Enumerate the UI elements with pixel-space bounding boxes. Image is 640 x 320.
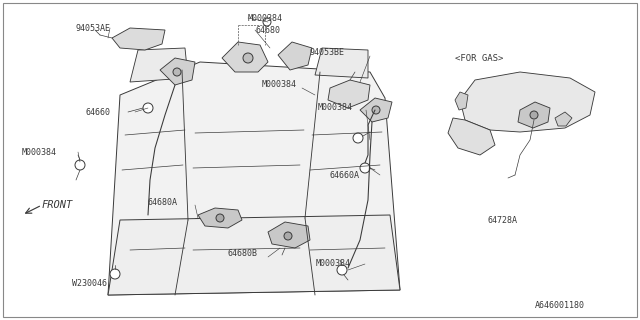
Text: A646001180: A646001180: [535, 300, 585, 309]
Polygon shape: [268, 222, 310, 248]
Polygon shape: [108, 215, 400, 295]
Polygon shape: [455, 92, 468, 110]
Text: 64680B: 64680B: [228, 250, 258, 259]
Text: 64660A: 64660A: [330, 171, 360, 180]
Text: 94053BE: 94053BE: [310, 47, 345, 57]
Polygon shape: [130, 48, 188, 82]
Polygon shape: [108, 62, 400, 295]
Circle shape: [372, 106, 380, 114]
Polygon shape: [518, 102, 550, 128]
Circle shape: [173, 68, 181, 76]
Circle shape: [530, 111, 538, 119]
Polygon shape: [328, 80, 370, 108]
Polygon shape: [448, 118, 495, 155]
Circle shape: [263, 18, 271, 26]
Circle shape: [360, 163, 370, 173]
Polygon shape: [198, 208, 242, 228]
Text: M000384: M000384: [262, 79, 297, 89]
Polygon shape: [460, 72, 595, 132]
Circle shape: [284, 232, 292, 240]
Text: FRONT: FRONT: [42, 200, 73, 210]
Text: <FOR GAS>: <FOR GAS>: [455, 53, 504, 62]
Text: 94053AE: 94053AE: [75, 23, 110, 33]
Text: 64680: 64680: [255, 26, 280, 35]
Text: 64728A: 64728A: [488, 215, 518, 225]
Polygon shape: [360, 98, 392, 122]
Circle shape: [75, 160, 85, 170]
Polygon shape: [278, 42, 312, 70]
Circle shape: [143, 103, 153, 113]
Polygon shape: [112, 28, 165, 50]
Circle shape: [337, 265, 347, 275]
Text: M000384: M000384: [22, 148, 57, 156]
Polygon shape: [222, 42, 268, 72]
Polygon shape: [160, 58, 195, 85]
Circle shape: [353, 133, 363, 143]
Text: 64660: 64660: [85, 108, 110, 116]
Text: M000384: M000384: [318, 102, 353, 111]
Text: W230046: W230046: [72, 279, 107, 289]
Text: M000384: M000384: [248, 13, 283, 22]
Text: M000384: M000384: [316, 260, 351, 268]
Circle shape: [243, 53, 253, 63]
Circle shape: [110, 269, 120, 279]
Text: 64680A: 64680A: [148, 197, 178, 206]
Circle shape: [216, 214, 224, 222]
Polygon shape: [555, 112, 572, 126]
Polygon shape: [315, 48, 368, 78]
